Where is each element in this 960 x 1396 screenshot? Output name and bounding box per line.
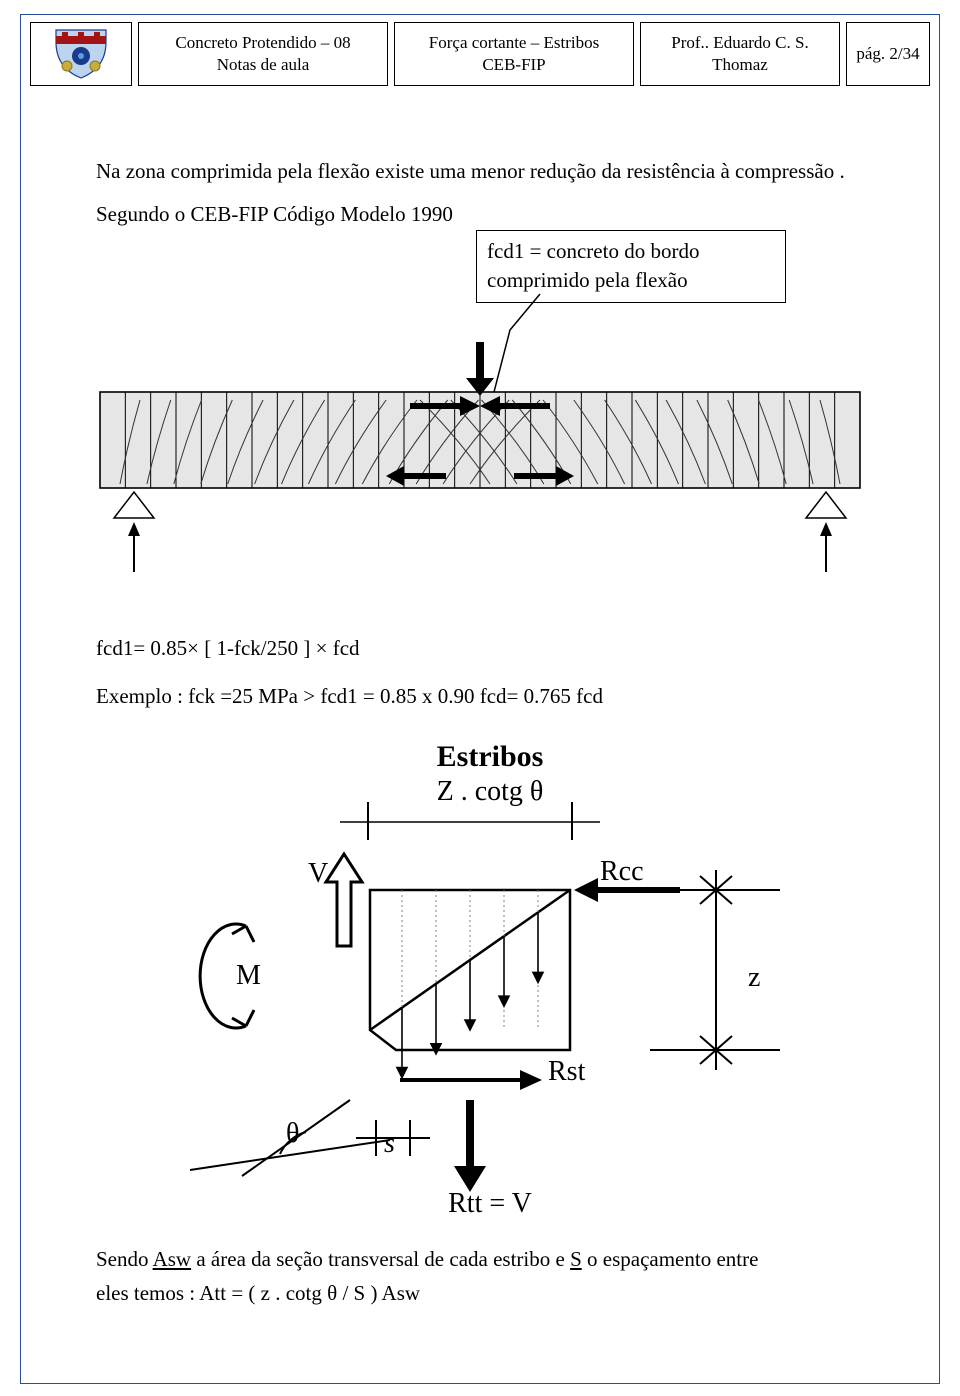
- z-label: z: [748, 962, 760, 994]
- bottom-line2: eles temos : Att = ( z . cotg θ / S ) As…: [96, 1281, 880, 1306]
- exemplo-line: Exemplo : fck =25 MPa > fcd1 = 0.85 x 0.…: [96, 681, 880, 713]
- codigo-line: Segundo o CEB-FIP Código Modelo 1990: [96, 199, 880, 231]
- bottom-S: S: [570, 1247, 582, 1271]
- theta-label: θ: [286, 1118, 299, 1150]
- header-course-cell: Concreto Protendido – 08 Notas de aula: [138, 22, 388, 86]
- header-course-subtitle: Notas de aula: [217, 54, 310, 76]
- V-label: V: [308, 858, 328, 890]
- header-topic-cell: Força cortante – Estribos CEB-FIP: [394, 22, 634, 86]
- s-label: s: [384, 1128, 395, 1160]
- header-topic-title: Força cortante – Estribos: [429, 32, 599, 54]
- bottom-l1-c: o espaçamento entre: [582, 1247, 759, 1271]
- page-header: Concreto Protendido – 08 Notas de aula F…: [30, 22, 930, 84]
- bottom-asw: Asw: [153, 1247, 192, 1271]
- header-page-cell: pág. 2/34: [846, 22, 930, 86]
- Rst-label: Rst: [548, 1056, 585, 1088]
- Rtt-label: Rtt = V: [180, 1188, 800, 1220]
- bottom-l1-a: Sendo: [96, 1247, 153, 1271]
- university-shield-icon: [50, 28, 112, 80]
- estribos-title: Estribos: [180, 740, 800, 774]
- intro-paragraph: Na zona comprimida pela flexão existe um…: [96, 156, 880, 188]
- header-page-number: pág. 2/34: [856, 43, 919, 65]
- header-logo-cell: [30, 22, 132, 86]
- zcot-label: Z . cotg θ: [180, 776, 800, 808]
- M-label: M: [236, 960, 261, 992]
- header-author-cell: Prof.. Eduardo C. S. Thomaz: [640, 22, 840, 86]
- bottom-l1-b: a área da seção transversal de cada estr…: [191, 1247, 570, 1271]
- beam-diagram: [80, 336, 880, 616]
- Rcc-label: Rcc: [600, 856, 644, 888]
- header-author-line2: Thomaz: [712, 54, 768, 76]
- fcd1-formula: fcd1= 0.85× [ 1-fck/250 ] × fcd: [96, 633, 880, 665]
- bottom-line1: Sendo Asw a área da seção transversal de…: [96, 1247, 880, 1272]
- fcd1-callout: fcd1 = concreto do bordo comprimido pela…: [476, 230, 786, 303]
- header-topic-subtitle: CEB-FIP: [482, 54, 545, 76]
- callout-line2: comprimido pela flexão: [487, 268, 688, 292]
- header-author-line1: Prof.. Eduardo C. S.: [671, 32, 808, 54]
- estribos-diagram: Estribos Z . cotg θ V M Rcc z Rst θ s Rt…: [180, 740, 800, 1230]
- header-course-title: Concreto Protendido – 08: [175, 32, 350, 54]
- callout-line1: fcd1 = concreto do bordo: [487, 239, 699, 263]
